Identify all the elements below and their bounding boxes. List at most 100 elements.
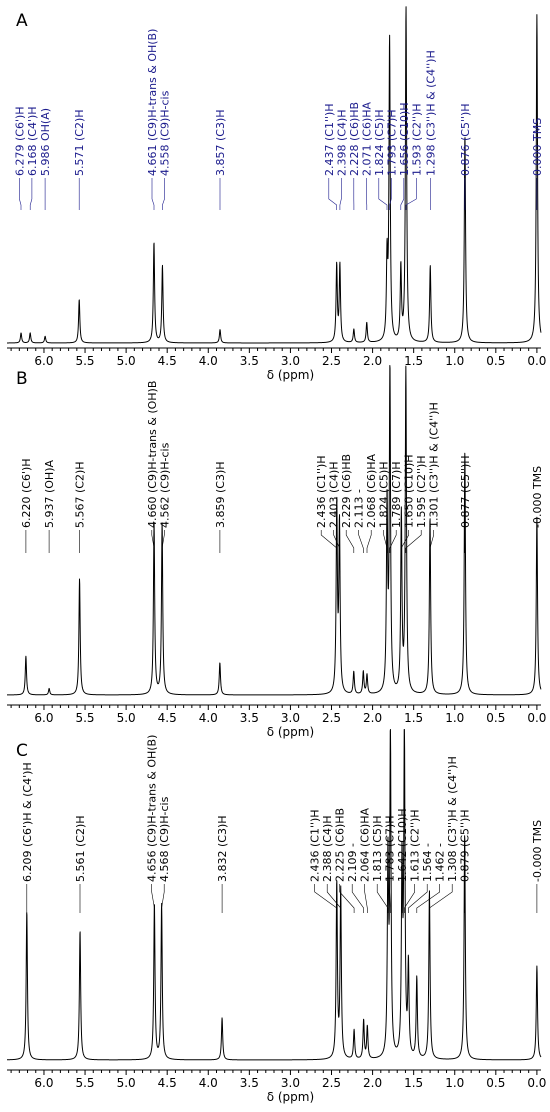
peak-label: 1.298 (C3'')H & (C4'')H <box>424 50 437 176</box>
peak-annotation: 1.642 (C10)H <box>396 808 409 913</box>
leader-line <box>161 884 165 913</box>
peak-annotation: 2.436 (C1'')H <box>309 809 338 913</box>
peak-label: 1.301 (C3'')H & (C4'')H <box>428 402 441 528</box>
peak-label: 1.824 (C5)H <box>378 461 391 528</box>
leader-line <box>333 530 340 553</box>
peak-annotation: 6.220 (C6')H <box>20 458 33 553</box>
peak-label: 5.986 OH(A) <box>39 108 52 176</box>
peak-label: 3.857 (C3)H <box>214 109 227 176</box>
peak-label: 2.113 - <box>353 489 366 528</box>
peak-label: 1.789 (C7)H <box>390 461 403 528</box>
peak-label: 0.879 (C5'')H <box>459 809 472 882</box>
peak-annotation: 1.813 (C5)H <box>371 815 389 913</box>
leader-line <box>400 178 405 210</box>
panel-c: C 6.0 5.5 5.0 4.5 4.0 3.5 3.0 2.5 2.0 1.5 1.0 0.5 0.0… <box>6 729 546 1104</box>
peak-label: 3.859 (C3)H <box>214 461 227 528</box>
peak-label: 6.220 (C6')H <box>20 458 33 528</box>
leader-line <box>339 884 355 913</box>
x-tick-label: 2.5 <box>322 354 341 368</box>
x-tick-label: 3.0 <box>281 1076 300 1090</box>
peak-label: 0.877 (C5'')H <box>459 455 472 528</box>
x-tick-label: 5.5 <box>75 711 94 725</box>
leader-line <box>401 530 409 553</box>
x-tick-label: 0.0 <box>527 354 546 368</box>
peak-label: 2.403 (C4)H <box>328 461 341 528</box>
peak-annotation: 2.437 (C1'')H <box>323 103 337 210</box>
peak-annotation: 2.398 (C4)H <box>335 109 348 210</box>
peak-annotation: 6.279 (C6')H <box>13 106 26 210</box>
x-tick-label: 5.0 <box>117 711 136 725</box>
peak-annotation: 0.879 (C5'')H <box>459 809 472 913</box>
x-axis-title: δ (ppm) <box>267 368 314 382</box>
x-tick-label: 1.5 <box>404 1076 423 1090</box>
x-tick-label: 0.0 <box>527 711 546 725</box>
x-tick-label: 5.0 <box>117 354 136 368</box>
peak-label: 0.000 TMS <box>531 118 544 176</box>
peak-annotation: 2.228 (C6)HB <box>348 102 361 210</box>
peak-annotation: 1.824 (C5)H <box>373 109 388 210</box>
peak-label: 4.660 (C9)H-trans & (OH)B <box>146 381 159 528</box>
x-tick-label: 4.5 <box>158 711 177 725</box>
leader-line <box>151 178 155 210</box>
panel-letter: B <box>16 369 28 389</box>
leader-line <box>389 884 391 913</box>
x-tick-label: 6.0 <box>34 711 53 725</box>
peak-annotation: 4.558 (C9)H-cis <box>159 90 172 210</box>
peak-label: 1.824 (C5)H <box>373 109 386 176</box>
leader-line <box>408 884 428 913</box>
leader-line <box>389 178 392 210</box>
leader-line <box>404 884 415 913</box>
x-tick-label: 0.5 <box>486 1076 505 1090</box>
peak-label: 0.876 (C5'')H <box>459 103 472 176</box>
x-tick-label: 2.0 <box>363 354 382 368</box>
peak-label: 5.937 (OH)A <box>43 460 56 529</box>
leader-line <box>366 178 368 210</box>
leader-line <box>162 178 165 210</box>
leader-line <box>389 530 397 553</box>
peak-label: 4.558 (C9)H-cis <box>159 90 172 176</box>
peak-label: 2.229 (C6)HB <box>340 454 353 528</box>
leader-line <box>383 530 388 553</box>
peak-annotation: 2.068 (C6)HA <box>365 453 378 553</box>
peak-label: 2.436 (C1'')H <box>309 809 322 882</box>
leader-line <box>364 884 368 913</box>
peak-annotation: 6.168 (C4')H <box>26 106 39 210</box>
leader-line <box>351 884 364 913</box>
peak-annotation: 0.876 (C5'')H <box>459 103 472 210</box>
leader-line <box>429 530 434 553</box>
x-tick-label: 1.0 <box>445 711 464 725</box>
peak-annotation: 5.937 (OH)A <box>43 460 56 553</box>
peak-annotation: -0.000 TMS <box>531 820 544 913</box>
x-tick-label: 1.0 <box>445 354 464 368</box>
x-tick-label: 5.5 <box>75 1076 94 1090</box>
peak-label: -0.000 TMS <box>531 466 544 528</box>
peak-annotation: 1.308 (C3'')H & (C4'')H <box>429 756 459 913</box>
peak-annotation: 5.571 (C2)H <box>73 109 86 210</box>
x-tick-label: 5.0 <box>117 1076 136 1090</box>
peak-annotation: 1.789 (C7)H <box>389 461 403 553</box>
peak-label: 1.308 (C3'')H & (C4'')H <box>446 756 459 882</box>
peak-annotation: 1.650 (C10)H <box>401 454 416 553</box>
peak-label: 2.068 (C6)HA <box>365 453 378 528</box>
peak-annotation: 2.388 (C4)H <box>321 815 341 913</box>
peak-annotation: 2.229 (C6)HB <box>340 454 355 553</box>
peak-annotation: 1.824 (C5)H <box>378 461 391 553</box>
peak-label: 3.832 (C3)H <box>216 815 229 882</box>
peak-annotation: 2.071 (C6)HA <box>360 101 373 210</box>
peak-label: 5.561 (C2)H <box>74 815 87 882</box>
leader-line <box>328 178 337 210</box>
peak-annotation: 2.436 (C1'')H <box>315 455 338 553</box>
peak-annotation: 2.064 (C6)HA <box>359 807 372 913</box>
leader-line <box>19 178 22 210</box>
peak-annotation: 2.225 (C6)HB <box>334 808 355 913</box>
spectrum-trace <box>6 365 542 696</box>
leader-line <box>314 884 338 913</box>
x-tick-label: 4.0 <box>199 354 218 368</box>
leader-line <box>161 530 165 553</box>
peak-label: 2.071 (C6)HA <box>360 101 373 176</box>
peak-annotation: 1.613 (C2'')H <box>404 809 422 913</box>
peak-annotation: 5.561 (C2)H <box>74 815 87 913</box>
x-tick-label: 2.5 <box>322 1076 341 1090</box>
peak-label: 2.398 (C4)H <box>335 109 348 176</box>
